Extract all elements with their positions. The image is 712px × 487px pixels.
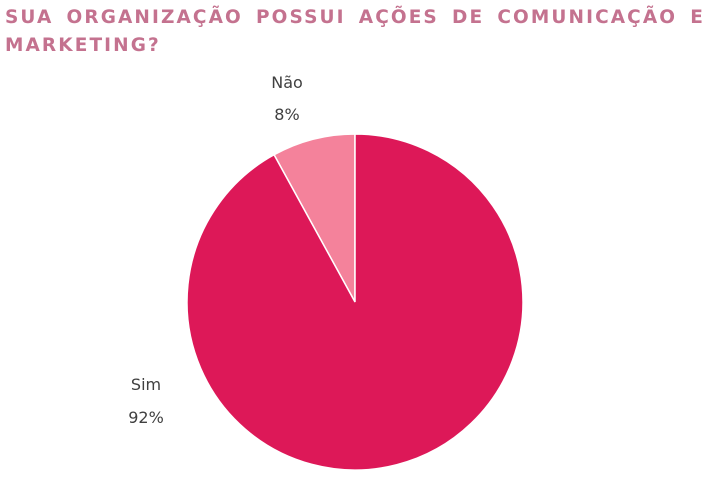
pie-labels: Não 8% Sim 92% bbox=[128, 73, 303, 427]
slice-label: Não bbox=[271, 73, 303, 92]
pie-slices bbox=[186, 133, 524, 471]
slice-percentage: 92% bbox=[128, 408, 164, 427]
pie-slice-sim bbox=[186, 133, 524, 471]
chart-title: SUA ORGANIZAÇÃO POSSUI AÇÕES DE COMUNICA… bbox=[5, 7, 705, 56]
slice-label: Sim bbox=[131, 375, 161, 394]
slice-percentage: 8% bbox=[274, 105, 299, 124]
